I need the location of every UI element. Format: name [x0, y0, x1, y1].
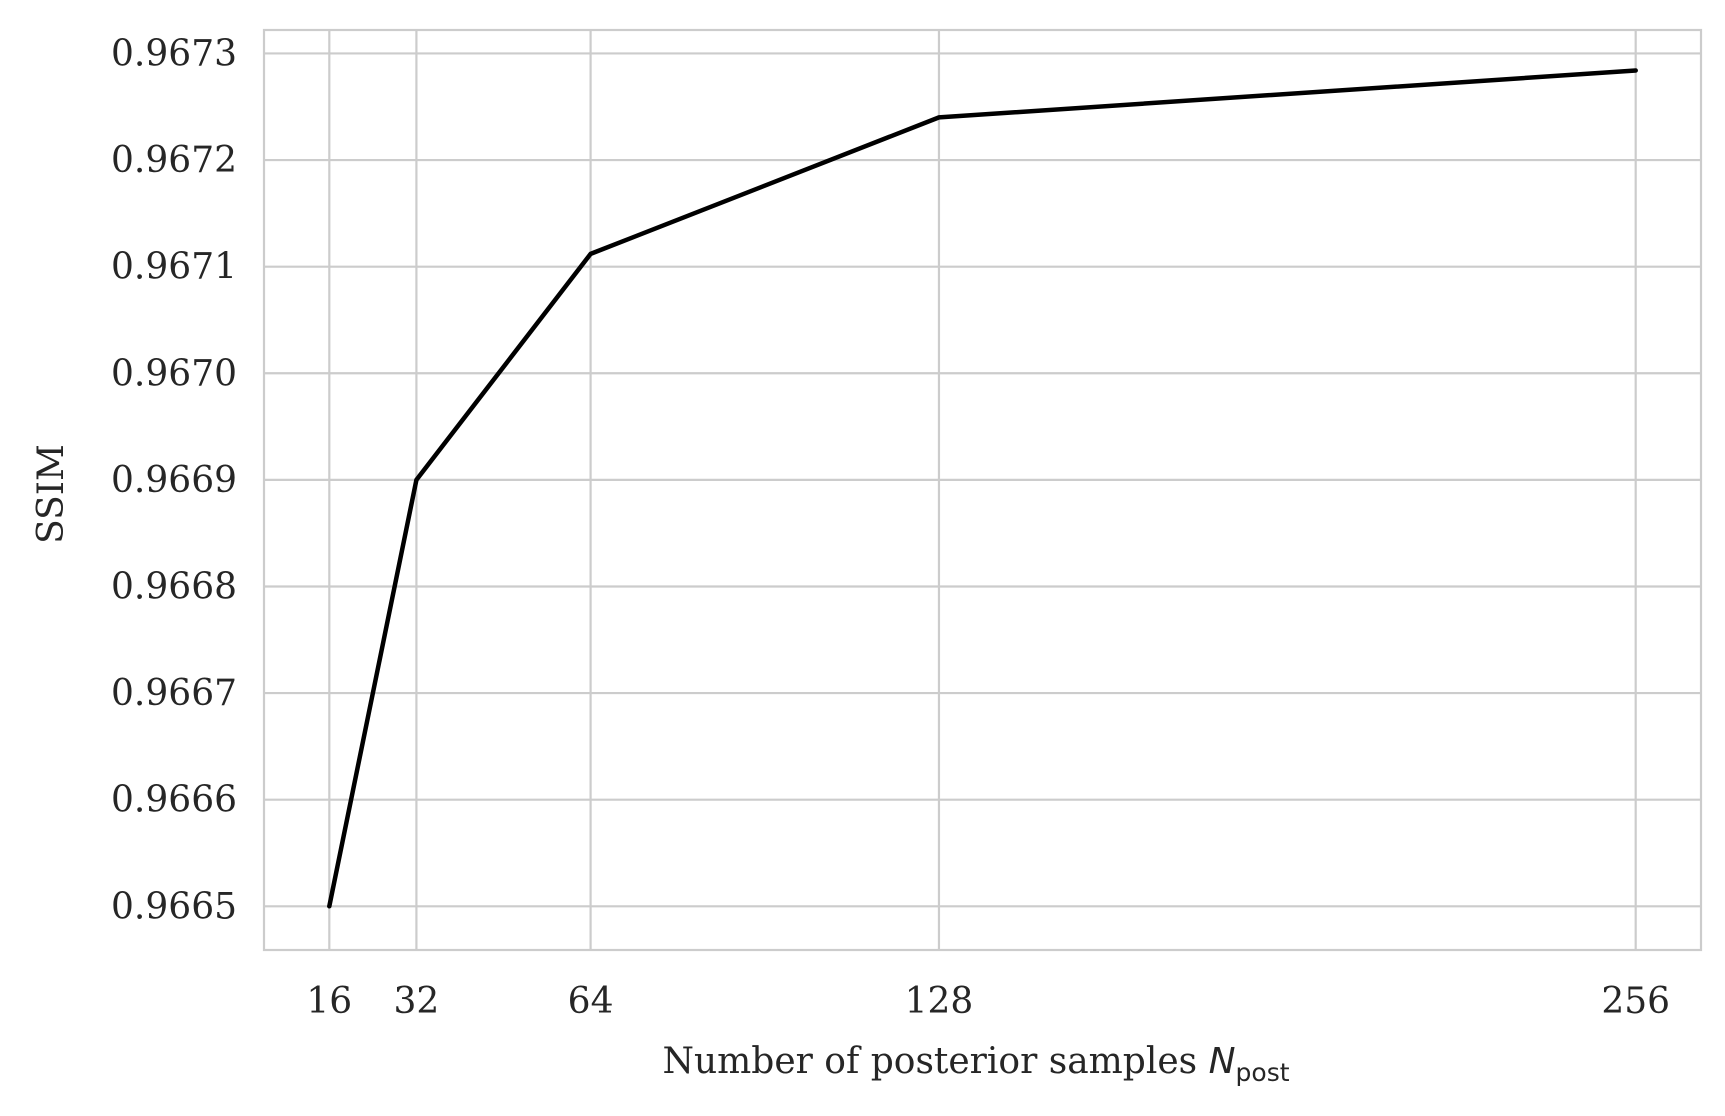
ssim-series-line [327, 68, 1638, 909]
x-axis-label: Number of posterior samples Npost [662, 1041, 1289, 1087]
y-axis-label: SSIM [31, 444, 72, 544]
y-tick-label: 0.9665 [111, 886, 237, 927]
x-tick-labels: 16 32 64 128 256 [306, 981, 1670, 1022]
y-tick-label: 0.9666 [111, 780, 237, 821]
grid-lines [264, 30, 1701, 950]
y-tick-label: 0.9672 [111, 140, 237, 181]
x-tick-label: 256 [1601, 981, 1670, 1022]
x-axis-label-symbol: N [1209, 1041, 1236, 1082]
y-tick-labels: 0.9665 0.9666 0.9667 0.9668 0.9669 0.9670 0.96… [111, 33, 237, 927]
x-axis-label-text: Number of posterior samples [662, 1041, 1208, 1082]
y-tick-label: 0.9669 [111, 460, 237, 501]
y-tick-label: 0.9673 [111, 33, 237, 74]
plot-frame [262, 28, 1703, 952]
y-tick-label: 0.9671 [111, 247, 237, 288]
x-tick-label: 16 [306, 981, 352, 1022]
y-tick-label: 0.9668 [111, 566, 237, 607]
y-tick-label: 0.9667 [111, 673, 237, 714]
x-axis-label-subscript: post [1236, 1058, 1290, 1087]
x-tick-label: 64 [568, 981, 614, 1022]
series-group [327, 68, 1638, 909]
x-tick-label: 32 [394, 981, 440, 1022]
y-tick-label: 0.9670 [111, 353, 237, 394]
x-tick-label: 128 [905, 981, 974, 1022]
